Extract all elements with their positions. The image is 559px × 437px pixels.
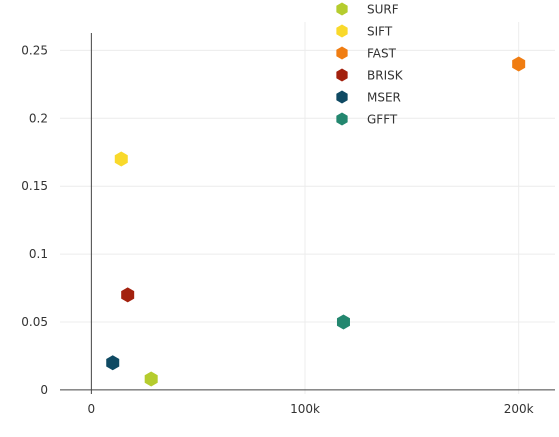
y-tick-label: 0.15 [21,179,48,193]
legend-label-mser: MSER [367,91,401,105]
y-tick-label: 0.1 [29,247,48,261]
grid-lines [60,22,555,394]
x-tick-label: 200k [504,402,534,416]
x-tick-label: 0 [88,402,96,416]
y-tick-label: 0.05 [21,315,48,329]
data-point-gfft [336,314,350,330]
legend-marker-surf [336,2,348,16]
y-tick-label: 0 [40,383,48,397]
legend-marker-sift [336,24,348,38]
x-tick-label: 100k [290,402,320,416]
y-tick-label: 0.25 [21,43,48,57]
axes [60,33,555,394]
legend-marker-mser [336,90,348,104]
legend-marker-fast [336,46,348,60]
data-points [106,56,526,387]
y-tick-label: 0.2 [29,111,48,125]
legend-marker-gfft [336,112,348,126]
legend: SURF SIFT FAST BRISK MSER GFFT [336,2,404,127]
legend-label-fast: FAST [367,47,397,61]
legend-label-surf: SURF [367,3,399,17]
legend-label-brisk: BRISK [367,69,404,83]
legend-label-gfft: GFFT [367,113,398,127]
legend-label-sift: SIFT [367,25,393,39]
tick-labels: 0 100k 200k 0 0.05 0.1 0.15 0.2 0.25 [21,43,533,416]
data-point-sift [114,151,128,167]
data-point-surf [144,371,158,387]
data-point-fast [512,56,526,72]
legend-marker-brisk [336,68,348,82]
data-point-mser [106,355,120,371]
data-point-brisk [121,287,135,303]
